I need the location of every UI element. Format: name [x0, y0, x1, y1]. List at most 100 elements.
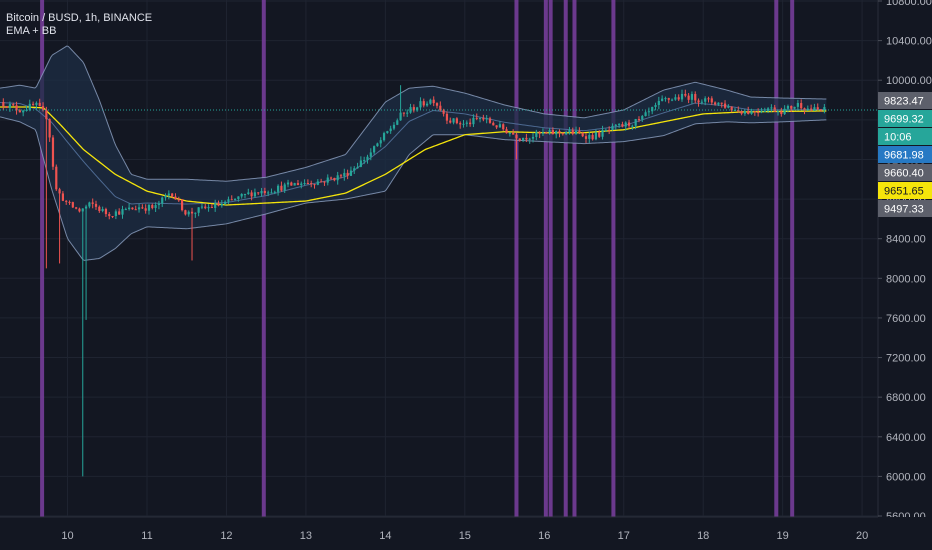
price-label-text: 9651.65: [884, 186, 924, 198]
candle-body: [147, 204, 151, 211]
candle-body: [12, 104, 15, 106]
candle-body: [313, 184, 316, 186]
candle-body: [45, 109, 48, 120]
candle-body: [565, 132, 568, 135]
candle-body: [664, 98, 667, 100]
candle-body: [505, 129, 508, 134]
time-tick-label: 10: [61, 530, 73, 542]
candle-body: [528, 138, 531, 140]
candle-body: [32, 103, 35, 105]
candle-body: [296, 183, 300, 186]
candle-body: [310, 183, 313, 185]
candle-body: [300, 183, 303, 186]
candle-body: [180, 199, 184, 211]
candle-body: [15, 105, 18, 111]
candle-body: [283, 184, 286, 191]
candle-body: [647, 111, 650, 113]
candle-body: [472, 117, 475, 125]
candle-body: [518, 138, 521, 141]
candle-body: [800, 103, 803, 109]
candle-body: [84, 206, 88, 209]
candle-body: [200, 206, 204, 208]
time-tick-label: 16: [538, 530, 550, 542]
candle-body: [684, 93, 687, 96]
candle-body: [78, 208, 81, 212]
candle-body: [210, 207, 213, 209]
candle-body: [723, 103, 727, 108]
candle-body: [551, 130, 554, 135]
candle-body: [733, 109, 737, 111]
candle-body: [81, 208, 84, 212]
candle-body: [137, 207, 141, 210]
candle-body: [591, 134, 594, 140]
ema-line: [0, 106, 827, 206]
candle-body: [409, 107, 412, 113]
candle-body: [290, 182, 293, 186]
candle-body: [654, 104, 657, 108]
highlight-stripe: [548, 0, 553, 517]
candle-body: [690, 94, 694, 100]
candle-body: [584, 136, 588, 139]
candle-body: [240, 193, 243, 197]
candle-body: [237, 196, 240, 199]
candle-body: [197, 207, 200, 213]
time-axis[interactable]: 10 11 12 13 14 15 16 17 18 19 20: [0, 516, 932, 550]
candle-body: [406, 112, 409, 114]
price-tick-label: 7200.00: [886, 353, 926, 365]
candle-body: [661, 98, 664, 101]
time-tick-label: 15: [459, 530, 471, 542]
candle-body: [353, 168, 356, 171]
candle-body: [280, 185, 283, 191]
candle-body: [151, 204, 154, 209]
candle-body: [760, 111, 763, 113]
candle-body: [558, 131, 561, 133]
candle-body: [270, 192, 273, 194]
candle-body: [389, 128, 392, 132]
candle-body: [41, 106, 45, 110]
candle-body: [819, 109, 823, 111]
candle-body: [449, 120, 452, 123]
candle-body: [432, 99, 435, 104]
candles: [2, 85, 826, 477]
candle-body: [485, 118, 488, 120]
candle-body: [402, 112, 406, 114]
candle-body: [531, 136, 535, 139]
candle-body: [704, 98, 707, 102]
highlight-stripe: [514, 0, 519, 517]
candle-body: [128, 207, 131, 210]
candle-body: [171, 193, 174, 197]
chart-legend: Bitcoin / BUSD, 1h, BINANCE EMA + BB: [6, 12, 152, 38]
candle-body: [776, 111, 780, 113]
candle-body: [75, 207, 78, 209]
indicator-title[interactable]: EMA + BB: [6, 25, 57, 37]
candle-body: [422, 101, 425, 106]
candle-body: [465, 122, 468, 124]
candle-body: [184, 210, 187, 215]
candle-body: [525, 137, 528, 140]
candle-body: [373, 146, 376, 153]
candle-body: [131, 207, 134, 210]
candle-body: [452, 118, 455, 123]
candle-body: [571, 129, 574, 134]
candle-body: [157, 203, 161, 206]
candle-body: [114, 211, 117, 217]
candle-body: [588, 134, 591, 139]
candle-body: [164, 195, 167, 198]
price-axis[interactable]: 5600.006000.006400.006800.007200.007600.…: [877, 0, 932, 550]
candle-body: [65, 200, 68, 202]
highlight-stripe: [572, 0, 577, 517]
time-tick-label: 20: [856, 530, 868, 542]
candle-body: [495, 125, 498, 128]
price-labels: 9823.47 9699.32 10:06 9681.98 9660.40 9651.65…: [878, 92, 932, 217]
candle-body: [111, 216, 114, 218]
candle-body: [207, 207, 210, 209]
candle-body: [38, 102, 41, 107]
candle-body: [677, 97, 680, 100]
candle-body: [22, 110, 25, 113]
candle-body: [614, 124, 617, 126]
price-label-box: [878, 146, 932, 163]
symbol-title[interactable]: Bitcoin / BUSD, 1h, BINANCE: [6, 12, 153, 24]
candle-body: [687, 95, 690, 100]
candle-body: [416, 107, 419, 111]
